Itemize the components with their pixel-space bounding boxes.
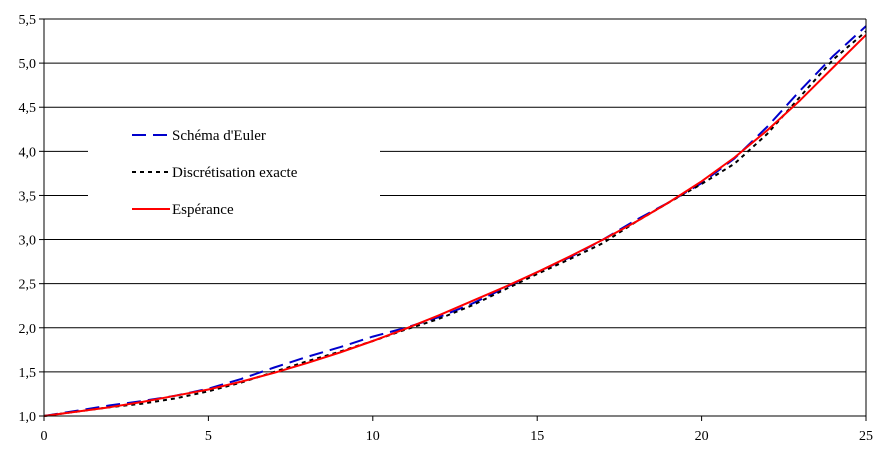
y-tick-label: 2,0 bbox=[19, 322, 37, 337]
series-line bbox=[43, 30, 867, 417]
x-tick-label: 25 bbox=[859, 429, 873, 444]
gridlines bbox=[44, 18, 866, 373]
y-tick-label: 5,0 bbox=[19, 57, 37, 72]
y-tick-label: 4,0 bbox=[19, 145, 37, 160]
y-tick-label: 5,5 bbox=[19, 13, 37, 28]
legend-label: Schéma d'Euler bbox=[172, 128, 266, 144]
y-tick-label: 3,0 bbox=[19, 234, 37, 249]
x-tick-label: 5 bbox=[205, 429, 212, 444]
y-tick-label: 2,5 bbox=[19, 278, 37, 293]
tick-labels: 1,0 1,5 2,0 2,5 3,0 3,5 4,0 4,5 5,0 5,5 0 5 10 15 20 25 bbox=[19, 13, 874, 444]
legend: Schéma d'Euler Discrétisation exacte Espér… bbox=[132, 128, 298, 218]
y-tick-label: 1,0 bbox=[19, 410, 37, 425]
series-line bbox=[43, 25, 867, 417]
y-tick-label: 1,5 bbox=[19, 366, 37, 381]
x-tick-label: 20 bbox=[695, 429, 709, 444]
series-line bbox=[43, 34, 867, 417]
x-tick-label: 10 bbox=[366, 429, 380, 444]
series-lines bbox=[43, 25, 867, 417]
legend-label: Espérance bbox=[172, 202, 234, 218]
axes bbox=[39, 18, 867, 421]
y-tick-label: 3,5 bbox=[19, 189, 37, 204]
y-tick-label: 4,5 bbox=[19, 101, 37, 116]
x-tick-label: 0 bbox=[41, 429, 48, 444]
x-tick-label: 15 bbox=[530, 429, 544, 444]
legend-label: Discrétisation exacte bbox=[172, 165, 298, 181]
